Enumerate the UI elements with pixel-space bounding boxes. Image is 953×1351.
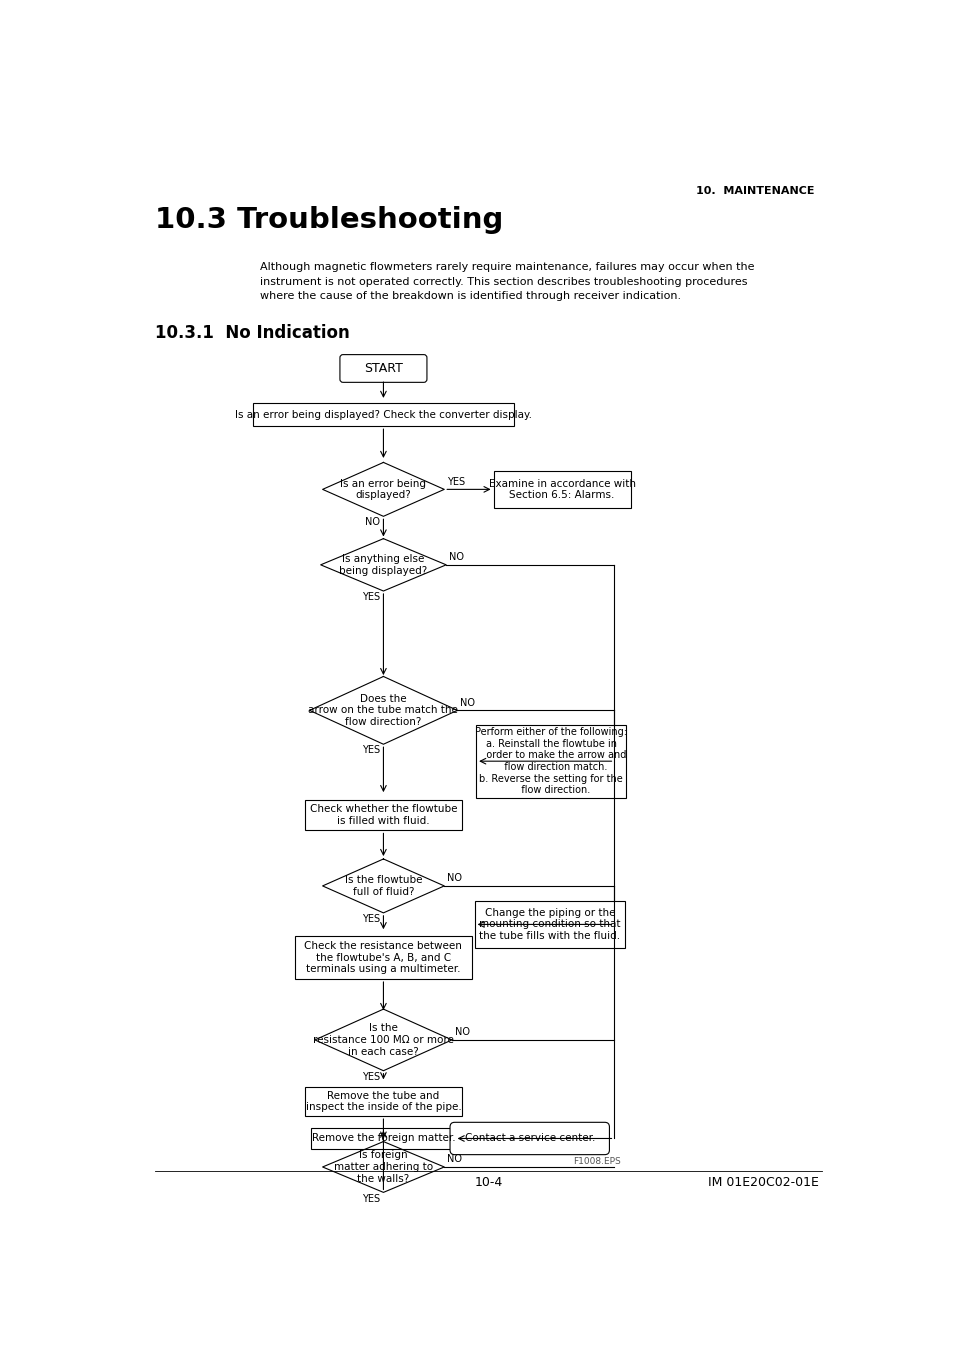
Text: Change the piping or the
mounting condition so that
the tube fills with the flui: Change the piping or the mounting condit… xyxy=(478,908,619,942)
Text: Although magnetic flowmeters rarely require maintenance, failures may occur when: Although magnetic flowmeters rarely requ… xyxy=(260,262,754,301)
Text: Is anything else
being displayed?: Is anything else being displayed? xyxy=(339,554,427,576)
Text: Is the flowtube
full of fluid?: Is the flowtube full of fluid? xyxy=(344,875,422,897)
FancyBboxPatch shape xyxy=(450,1123,609,1155)
Text: YES: YES xyxy=(361,1071,379,1082)
Bar xyxy=(311,1128,456,1150)
Text: 10-4: 10-4 xyxy=(475,1175,502,1189)
Text: NO: NO xyxy=(447,1154,462,1165)
Text: Is an error being
displayed?: Is an error being displayed? xyxy=(340,478,426,500)
Text: 10.3 Troubleshooting: 10.3 Troubleshooting xyxy=(154,205,502,234)
Bar xyxy=(304,1088,462,1116)
Text: Contact a service center.: Contact a service center. xyxy=(464,1133,595,1143)
Text: F1008.EPS: F1008.EPS xyxy=(572,1156,620,1166)
Text: NO: NO xyxy=(365,517,379,527)
Bar xyxy=(476,724,626,797)
Bar xyxy=(475,901,624,948)
Text: 10.  MAINTENANCE: 10. MAINTENANCE xyxy=(696,186,814,196)
Text: YES: YES xyxy=(361,592,379,603)
Text: Perform either of the following:
a. Reinstall the flowtube in
   order to make t: Perform either of the following: a. Rein… xyxy=(475,727,627,796)
Text: 10.3.1  No Indication: 10.3.1 No Indication xyxy=(154,324,349,342)
Text: NO: NO xyxy=(449,553,464,562)
Text: Does the
arrow on the tube match the
flow direction?: Does the arrow on the tube match the flo… xyxy=(308,694,457,727)
Text: Is foreign
matter adhering to
the walls?: Is foreign matter adhering to the walls? xyxy=(334,1150,433,1183)
Text: Is an error being displayed? Check the converter display.: Is an error being displayed? Check the c… xyxy=(234,409,532,420)
Bar xyxy=(493,471,630,508)
Bar xyxy=(304,800,462,831)
Text: Check the resistance between
the flowtube's A, B, and C
terminals using a multim: Check the resistance between the flowtub… xyxy=(304,940,462,974)
Bar xyxy=(294,936,472,979)
Text: NO: NO xyxy=(460,697,475,708)
Text: Examine in accordance with
Section 6.5: Alarms.: Examine in accordance with Section 6.5: … xyxy=(488,478,635,500)
Text: IM 01E20C02-01E: IM 01E20C02-01E xyxy=(707,1175,818,1189)
Text: Is the
resistance 100 MΩ or more
in each case?: Is the resistance 100 MΩ or more in each… xyxy=(313,1023,454,1056)
FancyBboxPatch shape xyxy=(339,354,427,382)
Text: YES: YES xyxy=(361,746,379,755)
Text: Remove the tube and
inspect the inside of the pipe.: Remove the tube and inspect the inside o… xyxy=(305,1090,461,1112)
Text: NO: NO xyxy=(455,1027,470,1038)
Text: NO: NO xyxy=(447,873,462,884)
Text: YES: YES xyxy=(361,915,379,924)
Text: Remove the foreign matter.: Remove the foreign matter. xyxy=(312,1133,455,1143)
Text: Check whether the flowtube
is filled with fluid.: Check whether the flowtube is filled wit… xyxy=(310,804,456,825)
Bar xyxy=(253,403,514,426)
Text: START: START xyxy=(364,362,402,376)
Text: YES: YES xyxy=(447,477,465,486)
Text: YES: YES xyxy=(361,1193,379,1204)
